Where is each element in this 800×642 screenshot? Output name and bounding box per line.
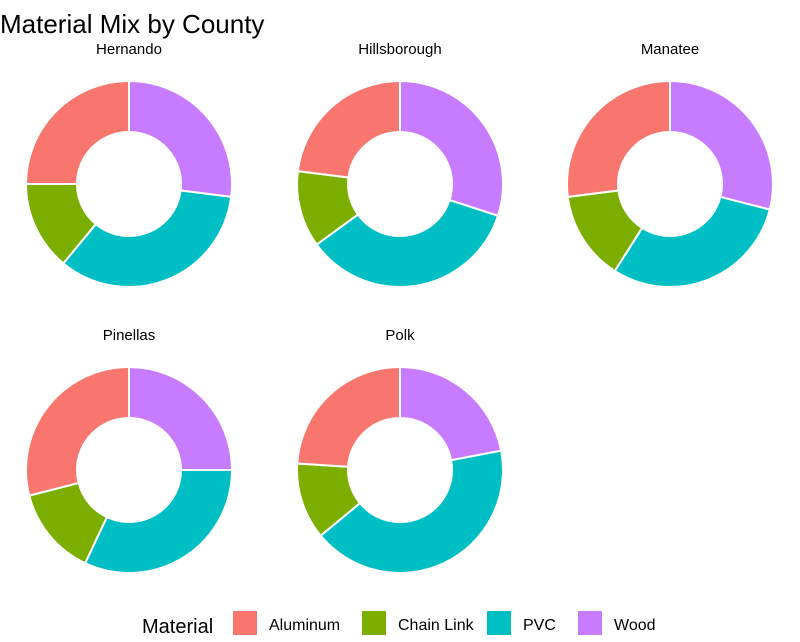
facet-manatee: Manatee bbox=[566, 41, 774, 288]
slice-aluminum bbox=[25, 365, 130, 497]
facet-hernando: Hernando bbox=[24, 41, 233, 288]
legend-label: PVC bbox=[523, 617, 556, 634]
legend-swatch-aluminum bbox=[233, 611, 257, 635]
legend-label: Aluminum bbox=[269, 617, 340, 634]
legend: Material Aluminum Chain Link PVC Wood bbox=[142, 611, 656, 638]
facet-label: Pinellas bbox=[103, 327, 156, 344]
slice-wood bbox=[399, 365, 503, 462]
slice-aluminum bbox=[566, 79, 671, 199]
slice-aluminum bbox=[296, 79, 401, 179]
slice-pvc bbox=[319, 449, 504, 575]
slice-pvc bbox=[61, 189, 233, 288]
legend-swatch-wood bbox=[578, 611, 602, 635]
legend-swatch-pvc bbox=[487, 611, 511, 635]
facet-label: Manatee bbox=[641, 41, 699, 58]
legend-swatch-chain-link bbox=[362, 611, 386, 635]
chart-title: Material Mix by County bbox=[0, 9, 264, 39]
facet-label: Polk bbox=[385, 327, 415, 344]
slice-wood bbox=[399, 79, 504, 218]
facet-label: Hernando bbox=[96, 41, 162, 58]
slice-aluminum bbox=[296, 365, 401, 468]
slice-pvc bbox=[315, 198, 500, 288]
slice-aluminum bbox=[24, 79, 130, 185]
facet-hillsborough: Hillsborough bbox=[296, 41, 504, 288]
slice-wood bbox=[669, 79, 774, 211]
legend-label: Wood bbox=[614, 617, 656, 634]
facet-pinellas: Pinellas bbox=[25, 327, 234, 574]
slice-pvc bbox=[83, 469, 234, 574]
legend-label: Chain Link bbox=[398, 617, 475, 634]
slice-wood bbox=[128, 79, 233, 199]
slice-wood bbox=[128, 365, 234, 471]
facet-polk: Polk bbox=[296, 327, 504, 575]
legend-title: Material bbox=[142, 616, 213, 638]
facet-label: Hillsborough bbox=[358, 41, 441, 58]
slice-pvc bbox=[613, 195, 771, 288]
